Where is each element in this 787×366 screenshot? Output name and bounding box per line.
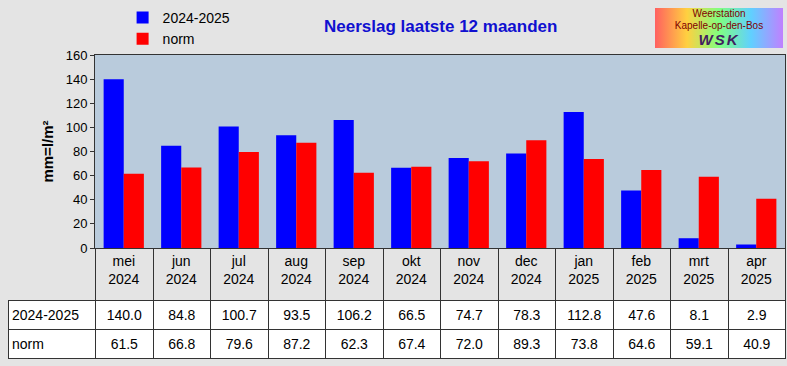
- svg-text:60: 60: [73, 168, 87, 183]
- html-text:89.3: 89.3: [513, 336, 541, 352]
- svg-text:norm: norm: [163, 31, 195, 47]
- html-text:8.1: 8.1: [689, 307, 709, 323]
- html-text:79.6: 79.6: [225, 336, 253, 352]
- svg-text:160: 160: [66, 48, 88, 63]
- html-text:Kapelle-op-den-Bos: Kapelle-op-den-Bos: [674, 20, 764, 31]
- html-text:87.2: 87.2: [283, 336, 311, 352]
- html-text:47.6: 47.6: [628, 307, 656, 323]
- html-text:93.5: 93.5: [283, 307, 311, 323]
- html-text:78.3: 78.3: [513, 307, 541, 323]
- svg-text:0: 0: [80, 240, 88, 256]
- svg-text:nov2024: nov2024: [453, 253, 484, 287]
- svg-text:feb2025: feb2025: [626, 253, 657, 287]
- html-text:64.6: 64.6: [628, 336, 656, 352]
- html-text:59.1: 59.1: [685, 336, 713, 352]
- html-text:61.5: 61.5: [110, 336, 138, 352]
- html-text:106.2: 106.2: [336, 307, 372, 323]
- html-text:74.7: 74.7: [455, 307, 483, 323]
- html-text:66.8: 66.8: [168, 336, 196, 352]
- svg-text:mrt2025: mrt2025: [683, 253, 714, 287]
- svg-text:mei2024: mei2024: [108, 253, 139, 287]
- svg-text:okt2024: okt2024: [396, 253, 427, 287]
- html-text:140.0: 140.0: [106, 307, 142, 323]
- svg-text:jun2024: jun2024: [166, 253, 197, 287]
- svg-text:2024-2025: 2024-2025: [163, 10, 230, 26]
- svg-text:jan2025: jan2025: [568, 253, 599, 287]
- svg-text:dec2024: dec2024: [511, 253, 542, 287]
- html-text:2.9: 2.9: [747, 307, 767, 323]
- html-text:66.5: 66.5: [398, 307, 426, 323]
- html-text:84.8: 84.8: [168, 307, 196, 323]
- svg-text:jul2024: jul2024: [223, 253, 254, 287]
- html-text:40.9: 40.9: [743, 336, 771, 352]
- svg-text:aug2024: aug2024: [281, 253, 312, 287]
- svg-text:mm=l/m²: mm=l/m²: [39, 120, 56, 182]
- html-text:2024-2025: 2024-2025: [12, 307, 79, 323]
- html-text:112.8: 112.8: [567, 307, 602, 323]
- html-text:100.7: 100.7: [221, 307, 257, 323]
- html-text:norm: norm: [12, 336, 44, 352]
- svg-text:80: 80: [73, 144, 87, 159]
- svg-text:40: 40: [73, 192, 87, 207]
- svg-text:140: 140: [66, 72, 88, 87]
- html-text:WSK: WSK: [698, 31, 740, 48]
- html-text:72.0: 72.0: [455, 336, 483, 352]
- svg-text:120: 120: [66, 96, 88, 111]
- svg-text:100: 100: [66, 120, 88, 135]
- html-text:73.8: 73.8: [570, 336, 598, 352]
- svg-text:sep2024: sep2024: [338, 253, 369, 287]
- html-text:62.3: 62.3: [340, 336, 368, 352]
- svg-text:Neerslag laatste 12 maanden: Neerslag laatste 12 maanden: [324, 17, 557, 36]
- svg-text:apr2025: apr2025: [741, 253, 772, 287]
- svg-text:20: 20: [73, 216, 87, 231]
- html-text:67.4: 67.4: [398, 336, 426, 352]
- html-text:Weerstation: Weerstation: [692, 8, 746, 19]
